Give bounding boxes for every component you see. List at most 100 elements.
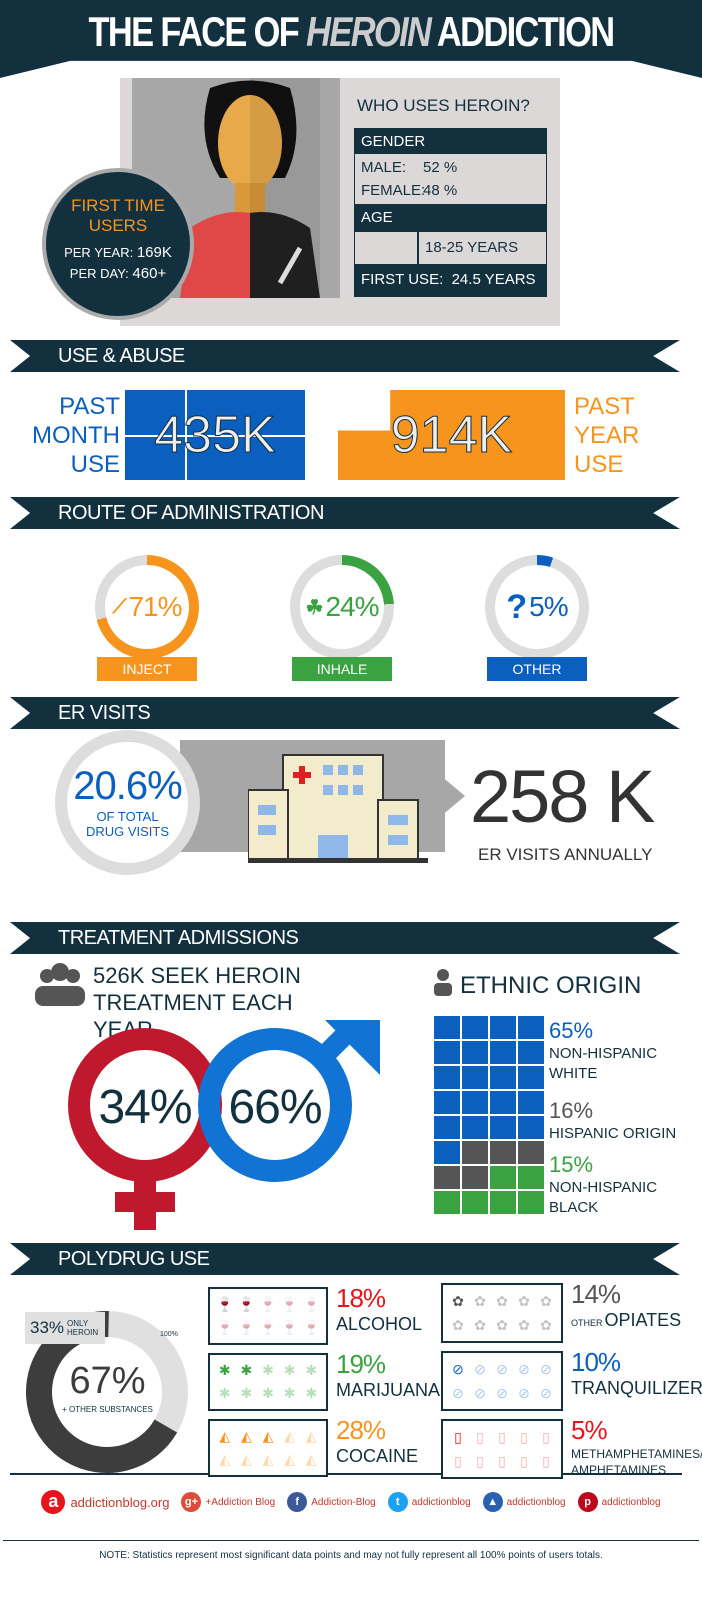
drug-unit-icon: ✱ [218,1362,231,1378]
ethnic-value: 65% [549,1018,594,1043]
drug-unit-icon: ⊘ [452,1384,464,1401]
drug-unit-icon: ⊘ [474,1384,486,1401]
drug-unit-icon: ◭ [241,1451,252,1467]
section-banner-poly: POLYDRUG USE [10,1243,680,1275]
ethnic-cell [461,1090,489,1115]
ethnic-cell [517,1190,545,1215]
drug-unit-icon: ▯ [476,1428,484,1445]
ethnic-cell [433,1040,461,1065]
twitter-link[interactable]: t addictionblog [387,1492,471,1512]
drug-unit-icon: ▯ [498,1452,506,1469]
google-plus-icon: g+ [181,1492,202,1512]
ethnic-cell [433,1140,461,1165]
drug-unit-icon: ◭ [241,1428,252,1444]
ethnic-cell [433,1090,461,1115]
ethnic-cell [517,1065,545,1090]
facebook-icon: f [287,1492,308,1512]
only-heroin-tag: 33% ONLY HEROIN [25,1312,105,1344]
ethnic-cell [489,1015,517,1040]
female-percent: 34% [98,1081,192,1134]
building-icon: ▲ [482,1492,503,1512]
drug-unit-icon: 🍷 [302,1319,320,1335]
ethnic-cell [433,1165,461,1190]
drug-name: MARIJUANA [336,1380,441,1400]
drug-name: COCAINE [336,1446,419,1466]
ethnic-cell [461,1165,489,1190]
route-label: INJECT [97,657,197,681]
ethnic-cell [517,1165,545,1190]
drug-label: ALCOHOL [336,1314,422,1335]
ethnic-value: 16% [549,1098,594,1123]
drug-unit-icon: ▯ [542,1452,550,1469]
drug-unit-icon: ✱ [262,1362,274,1378]
drug-icon-box-marijuana: ✱ ✱ ✱ ✱ ✱ ✱ ✱ ✱ ✱ ✱ [208,1353,328,1411]
drug-unit-icon: ✱ [262,1385,274,1401]
polydrug-donut [26,1311,188,1473]
site-logo[interactable]: a addictionblog.org [41,1490,169,1514]
drug-unit-icon: ✱ [240,1362,253,1378]
male-symbol-icon [198,1020,380,1182]
drug-icon-box-opiates: ✿ ✿ ✿ ✿ ✿ ✿ ✿ ✿ ✿ ✿ [441,1283,563,1343]
section-banner-use: USE & ABUSE [10,340,680,372]
drug-unit-icon: 🍷 [280,1319,299,1335]
pinterest-icon: p [577,1492,598,1512]
ethnic-cell [517,1140,545,1165]
drug-unit-icon: 🍷 [259,1296,277,1312]
drug-unit-icon: ⊘ [452,1360,464,1377]
drug-unit-icon: 🍷 [216,1296,234,1312]
drug-name: METHAMPHETAMINES/ AMPHETAMINES [571,1447,702,1477]
question-icon: ? [506,587,528,626]
ethnic-cell [517,1015,545,1040]
route-gauge-other: ? 5% [485,555,589,659]
past-year-label: PAST YEAR USE [574,393,640,478]
ethnic-cell [517,1040,545,1065]
drug-unit-icon: ⊘ [474,1360,486,1377]
past-month-block: 435K [125,390,305,480]
ethnic-label: NON-HISPANIC BLACK [549,1179,658,1216]
myspace-link[interactable]: ▲ addictionblog [482,1492,566,1512]
drug-unit-icon: ▯ [542,1428,550,1445]
drug-icon-box-methamphetamines: ▯ ▯ ▯ ▯ ▯ ▯ ▯ ▯ ▯ ▯ [441,1419,563,1479]
person-icon [434,969,452,996]
ethnic-cell [489,1090,517,1115]
section-banner-route: ROUTE OF ADMINISTRATION [10,497,680,529]
route-label: OTHER [487,657,587,681]
drug-unit-icon: ◭ [219,1451,231,1467]
drug-unit-icon: ✿ [474,1316,486,1333]
ethnic-value: 15% [549,1152,594,1177]
ethnic-cell [489,1190,517,1215]
route-label: INHALE [292,657,392,681]
other-substances-label: + OTHER SUBSTANCES [62,1405,153,1414]
footer-divider [10,1473,682,1475]
drug-unit-icon: ✿ [540,1292,552,1309]
ethnic-cell [489,1115,517,1140]
route-value: 71% [128,591,182,622]
addictionblog-logo-icon: a [41,1490,66,1514]
google-plus-link[interactable]: g+ +Addiction Blog [181,1492,275,1512]
ethnic-label: NON-HISPANIC WHITE [549,1045,658,1082]
route-value: 5% [529,591,568,622]
drug-icon-box-cocaine: ◭ ◭ ◭ ◭ ◭ ◭ ◭ ◭ ◭ ◭ [208,1419,328,1477]
drug-label: COCAINE [336,1446,418,1467]
drug-label: METHAMPHETAMINES/ AMPHETAMINES [571,1446,702,1478]
syringe-icon: ⟋ [112,595,127,618]
pinterest-link[interactable]: p addictionblog [577,1492,661,1512]
drug-unit-icon: ✱ [305,1362,318,1378]
footer-divider-2 [3,1540,699,1541]
ethnic-cell [461,1115,489,1140]
drug-unit-icon: ⊘ [496,1384,508,1401]
syringe-icon [277,246,303,285]
footer-note: NOTE: Statistics represent most signific… [99,1550,603,1561]
er-percent-circle: 20.6% OF TOTAL DRUG VISITS [55,730,200,875]
drug-value: 10% [571,1347,621,1377]
drug-unit-icon: ✿ [496,1316,508,1333]
drug-unit-icon: ⊘ [540,1384,552,1401]
gauge-center: ? 5% [495,565,579,649]
drug-unit-icon: ✱ [283,1362,296,1378]
other-substances-value: 67% [69,1360,146,1402]
facebook-link[interactable]: f Addiction-Blog [287,1492,376,1512]
drug-unit-icon: ▯ [454,1428,462,1445]
who-uses-table: GENDER MALE: 52 % FEMALE:48 % AGE 18-25 Y… [354,128,547,297]
drug-unit-icon: ✿ [474,1292,486,1309]
